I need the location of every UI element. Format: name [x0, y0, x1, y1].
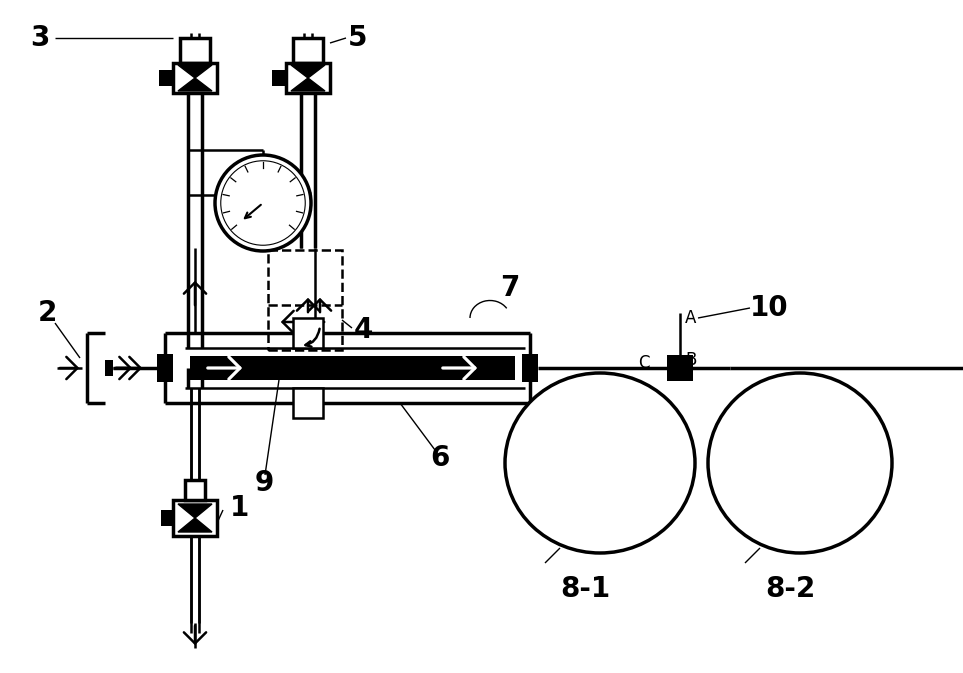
Bar [173, 500, 217, 536]
Polygon shape [178, 78, 212, 91]
Polygon shape [291, 65, 325, 78]
Bar [286, 63, 330, 93]
Text: B: B [685, 351, 696, 369]
Bar [268, 250, 342, 350]
Polygon shape [291, 78, 325, 91]
Text: 10: 10 [750, 294, 789, 322]
Bar [105, 360, 113, 376]
Text: C: C [638, 354, 650, 372]
Bar [180, 38, 210, 63]
Bar [159, 70, 173, 86]
Bar [157, 354, 173, 382]
Circle shape [221, 161, 305, 245]
Bar [272, 70, 286, 86]
Ellipse shape [708, 373, 892, 553]
Bar [296, 323, 320, 343]
Bar [185, 480, 205, 500]
Text: 1: 1 [230, 494, 249, 522]
Text: 8-1: 8-1 [560, 575, 611, 603]
Bar [190, 356, 515, 380]
Text: A: A [685, 309, 696, 327]
Polygon shape [178, 518, 212, 532]
Bar [173, 63, 217, 93]
Bar [293, 388, 323, 418]
Text: 4: 4 [354, 316, 374, 344]
Text: 5: 5 [348, 24, 368, 52]
Ellipse shape [505, 373, 695, 553]
Text: 3: 3 [30, 24, 49, 52]
Text: 2: 2 [38, 299, 58, 327]
Bar [161, 510, 173, 526]
Bar [522, 354, 538, 382]
Circle shape [215, 155, 311, 251]
Text: 7: 7 [500, 274, 519, 302]
Text: 8-2: 8-2 [765, 575, 815, 603]
Bar [293, 318, 323, 348]
Text: 6: 6 [430, 444, 450, 472]
Text: 9: 9 [255, 469, 274, 497]
Polygon shape [178, 504, 212, 518]
Polygon shape [178, 65, 212, 78]
Bar [293, 38, 323, 63]
Bar [667, 355, 693, 381]
